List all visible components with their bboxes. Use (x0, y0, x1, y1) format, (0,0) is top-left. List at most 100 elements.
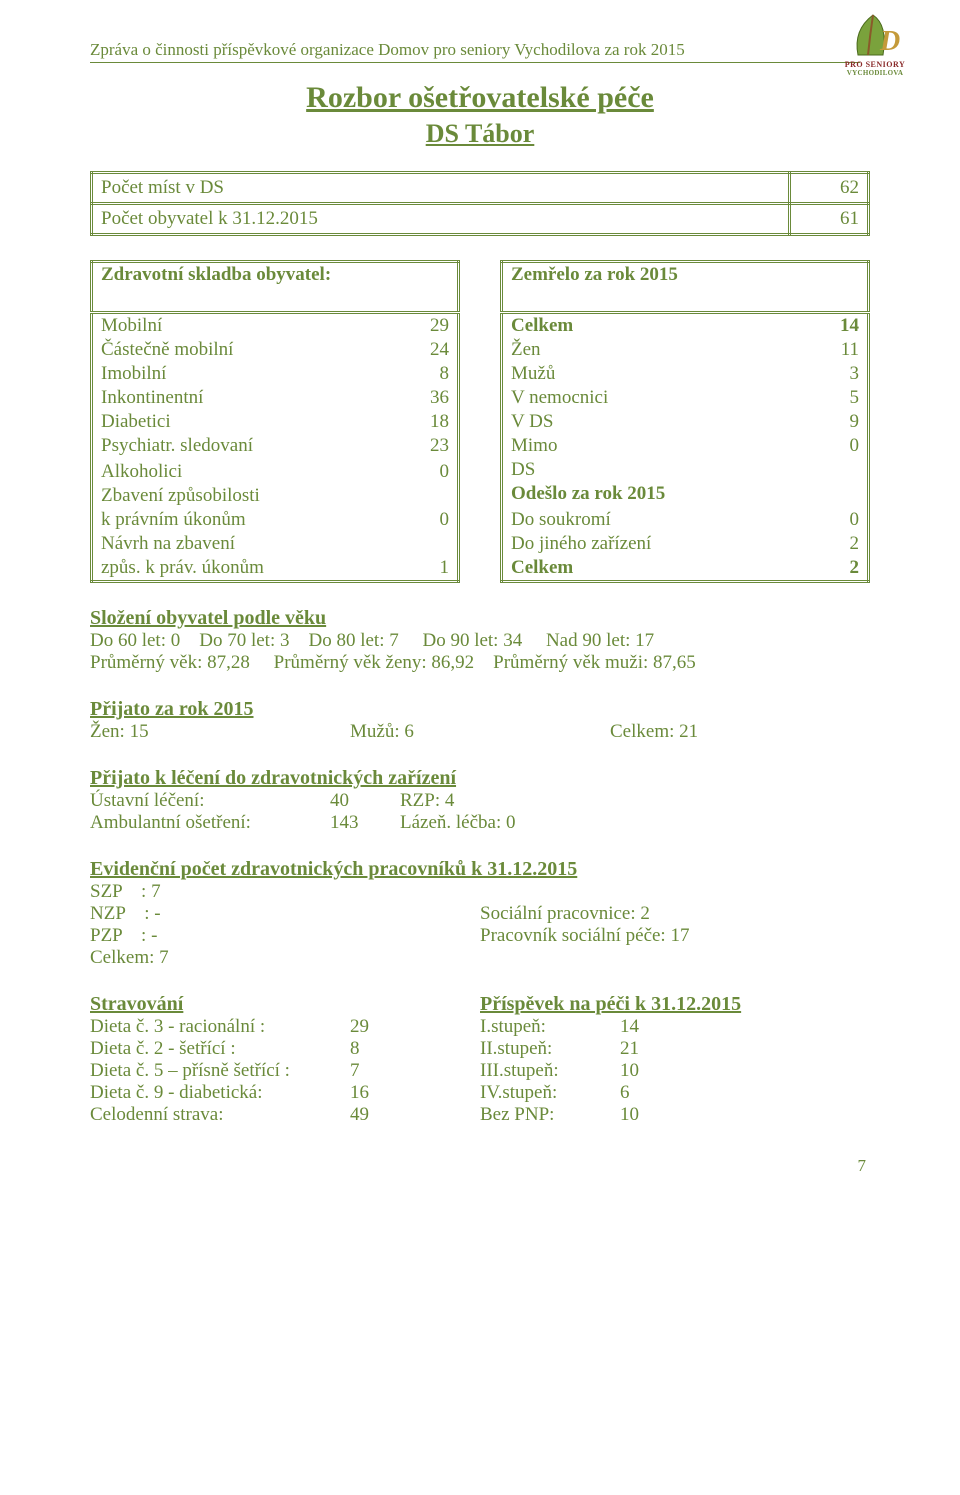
deaths-row-label: Odešlo za rok 2015 (502, 482, 812, 506)
admitted-section: Přijato za rok 2015 Žen: 15 Mužů: 6 Celk… (90, 698, 870, 743)
outpatient-value: 143 (330, 812, 400, 834)
staff-section: Evidenční počet zdravotnických pracovník… (90, 858, 870, 969)
deaths-row-value: 14 (811, 313, 869, 339)
food-row: Dieta č. 5 – přísně šetřící :7III.stupeň… (90, 1060, 870, 1082)
deaths-row-label: Mužů (502, 362, 812, 386)
benefit-label: IV.stupeň: (480, 1082, 620, 1104)
benefit-value: 6 (620, 1082, 870, 1104)
deaths-row-value: 11 (811, 338, 869, 362)
food-row: Dieta č. 3 - racionální :29I.stupeň:14 (90, 1016, 870, 1038)
health-row-value (401, 532, 459, 556)
health-composition-table: Zdravotní skladba obyvatel: Mobilní29Čás… (90, 260, 460, 583)
deaths-row-value: 9 (811, 410, 869, 434)
outpatient-label: Ambulantní ošetření: (90, 812, 330, 834)
health-row-value: 29 (401, 313, 459, 339)
admitted-men: Mužů: 6 (350, 721, 610, 743)
health-row-value: 0 (401, 460, 459, 484)
health-header: Zdravotní skladba obyvatel: (92, 262, 459, 313)
deaths-row-label: Mimo (502, 434, 812, 458)
svg-text:D: D (879, 26, 900, 57)
logo: D PRO SENIORY VYCHODILOVA (840, 10, 910, 77)
health-row-value: 36 (401, 386, 459, 410)
capacity-table: Počet míst v DS 62 Počet obyvatel k 31.1… (90, 171, 870, 236)
staff-total: Celkem: 7 (90, 947, 870, 969)
deaths-row-value (811, 482, 869, 506)
benefit-value: 10 (620, 1104, 870, 1126)
health-row-label: Zbavení způsobilosti (92, 484, 402, 508)
deaths-row-label: Celkem (502, 556, 812, 582)
food-row: Celodenní strava:49Bez PNP:10 (90, 1104, 870, 1126)
diet-label: Celodenní strava: (90, 1104, 350, 1126)
benefit-label: Bez PNP: (480, 1104, 620, 1126)
treatment-heading: Přijato k léčení do zdravotnických zaříz… (90, 767, 870, 790)
health-row-value: 8 (401, 362, 459, 386)
health-row-label: k právním úkonům (92, 508, 402, 532)
logo-text-1: PRO SENIORY (840, 60, 910, 69)
health-row-label: Částečně mobilní (92, 338, 402, 362)
benefit-value: 21 (620, 1038, 870, 1060)
food-benefit-section: Stravování Příspěvek na péči k 31.12.201… (90, 993, 870, 1126)
capacity-value: 62 (790, 173, 869, 204)
admitted-total: Celkem: 21 (610, 721, 870, 743)
diet-label: Dieta č. 9 - diabetická: (90, 1082, 350, 1104)
food-row: Dieta č. 9 - diabetická:16IV.stupeň:6 (90, 1082, 870, 1104)
food-heading: Stravování (90, 993, 480, 1016)
deaths-row-value: 5 (811, 386, 869, 410)
social-worker: Sociální pracovnice: 2 (480, 903, 870, 925)
age-heading: Složení obyvatel podle věku (90, 607, 870, 630)
logo-text-2: VYCHODILOVA (840, 69, 910, 77)
diet-value: 49 (350, 1104, 480, 1126)
benefit-value: 10 (620, 1060, 870, 1082)
deaths-row-value (811, 458, 869, 482)
diet-label: Dieta č. 2 - šetřící : (90, 1038, 350, 1060)
nzp-value: NZP : - (90, 903, 480, 925)
diet-value: 8 (350, 1038, 480, 1060)
benefit-label: II.stupeň: (480, 1038, 620, 1060)
health-row-label: Návrh na zbavení (92, 532, 402, 556)
health-row-value: 24 (401, 338, 459, 362)
health-row-label: Alkoholici (92, 460, 402, 484)
deaths-row-label: Žen (502, 338, 812, 362)
benefit-heading: Příspěvek na péči k 31.12.2015 (480, 993, 870, 1016)
food-row: Dieta č. 2 - šetřící :8II.stupeň:21 (90, 1038, 870, 1060)
deaths-row-label: V nemocnici (502, 386, 812, 410)
age-line2: Průměrný věk: 87,28 Průměrný věk ženy: 8… (90, 652, 870, 674)
age-section: Složení obyvatel podle věku Do 60 let: 0… (90, 607, 870, 674)
health-row-value (401, 484, 459, 508)
diet-value: 7 (350, 1060, 480, 1082)
deaths-header: Zemřelo za rok 2015 (502, 262, 869, 313)
deaths-row-label: DS (502, 458, 812, 482)
health-row-value: 23 (401, 434, 459, 458)
report-header: Zpráva o činnosti příspěvkové organizace… (90, 40, 860, 63)
health-row-label: Mobilní (92, 313, 402, 339)
health-row-value: 18 (401, 410, 459, 434)
deaths-row-value: 0 (811, 508, 869, 532)
deaths-row-label: V DS (502, 410, 812, 434)
diet-label: Dieta č. 3 - racionální : (90, 1016, 350, 1038)
page-title: Rozbor ošetřovatelské péče (90, 81, 870, 115)
deaths-row-value: 2 (811, 556, 869, 582)
health-row-label: Imobilní (92, 362, 402, 386)
rzp-value: RZP: 4 (400, 790, 870, 812)
szp-value: SZP : 7 (90, 881, 870, 903)
benefit-label: III.stupeň: (480, 1060, 620, 1082)
health-row-label: Inkontinentní (92, 386, 402, 410)
admitted-women: Žen: 15 (90, 721, 350, 743)
health-row-label: způs. k práv. úkonům (92, 556, 402, 582)
capacity-label: Počet míst v DS (92, 173, 790, 204)
diet-label: Dieta č. 5 – přísně šetřící : (90, 1060, 350, 1082)
deaths-row-value: 2 (811, 532, 869, 556)
residents-label: Počet obyvatel k 31.12.2015 (92, 204, 790, 235)
deaths-table: Zemřelo za rok 2015 Celkem14Žen11Mužů3V … (500, 260, 870, 583)
deaths-row-value: 3 (811, 362, 869, 386)
diet-value: 29 (350, 1016, 480, 1038)
deaths-row-value: 0 (811, 434, 869, 458)
pzp-value: PZP : - (90, 925, 480, 947)
benefit-label: I.stupeň: (480, 1016, 620, 1038)
staff-heading: Evidenční počet zdravotnických pracovník… (90, 858, 870, 881)
inpatient-value: 40 (330, 790, 400, 812)
health-row-value: 0 (401, 508, 459, 532)
benefit-value: 14 (620, 1016, 870, 1038)
social-care-worker: Pracovník sociální péče: 17 (480, 925, 870, 947)
health-row-value: 1 (401, 556, 459, 582)
